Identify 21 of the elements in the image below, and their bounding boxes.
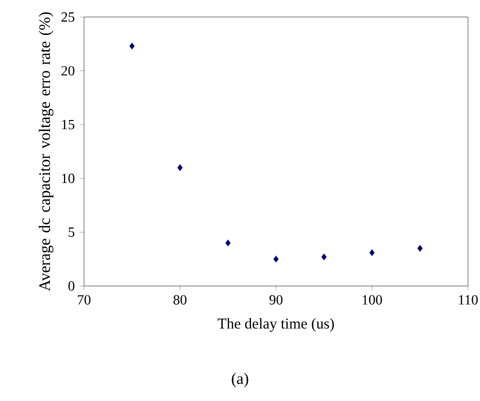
- point: [129, 42, 135, 50]
- y-tick-label: 25: [61, 12, 74, 22]
- y-tick-label: 5: [68, 228, 74, 237]
- point: [369, 249, 375, 256]
- y-axis-title: Average dc capacitor voltage erro rate (%): [38, 12, 54, 292]
- x-tick-label: 90: [269, 295, 282, 305]
- x-tick-label: 100: [362, 295, 382, 305]
- y-tick-label: 10: [62, 174, 74, 184]
- point: [177, 164, 183, 172]
- x-tick-label: 70: [78, 295, 90, 305]
- point: [273, 256, 279, 262]
- text: (a): [232, 372, 248, 388]
- y-tick-label: 0: [68, 281, 74, 291]
- y-tick-label: 15: [62, 120, 74, 130]
- point: [321, 254, 327, 260]
- x-tick-label: 110: [458, 295, 478, 305]
- y-tick-label: 20: [61, 66, 74, 76]
- x-axis-title: The delay time (us): [218, 318, 334, 332]
- x-tick-label: 80: [174, 295, 186, 305]
- point: [225, 240, 231, 246]
- point: [417, 244, 423, 252]
